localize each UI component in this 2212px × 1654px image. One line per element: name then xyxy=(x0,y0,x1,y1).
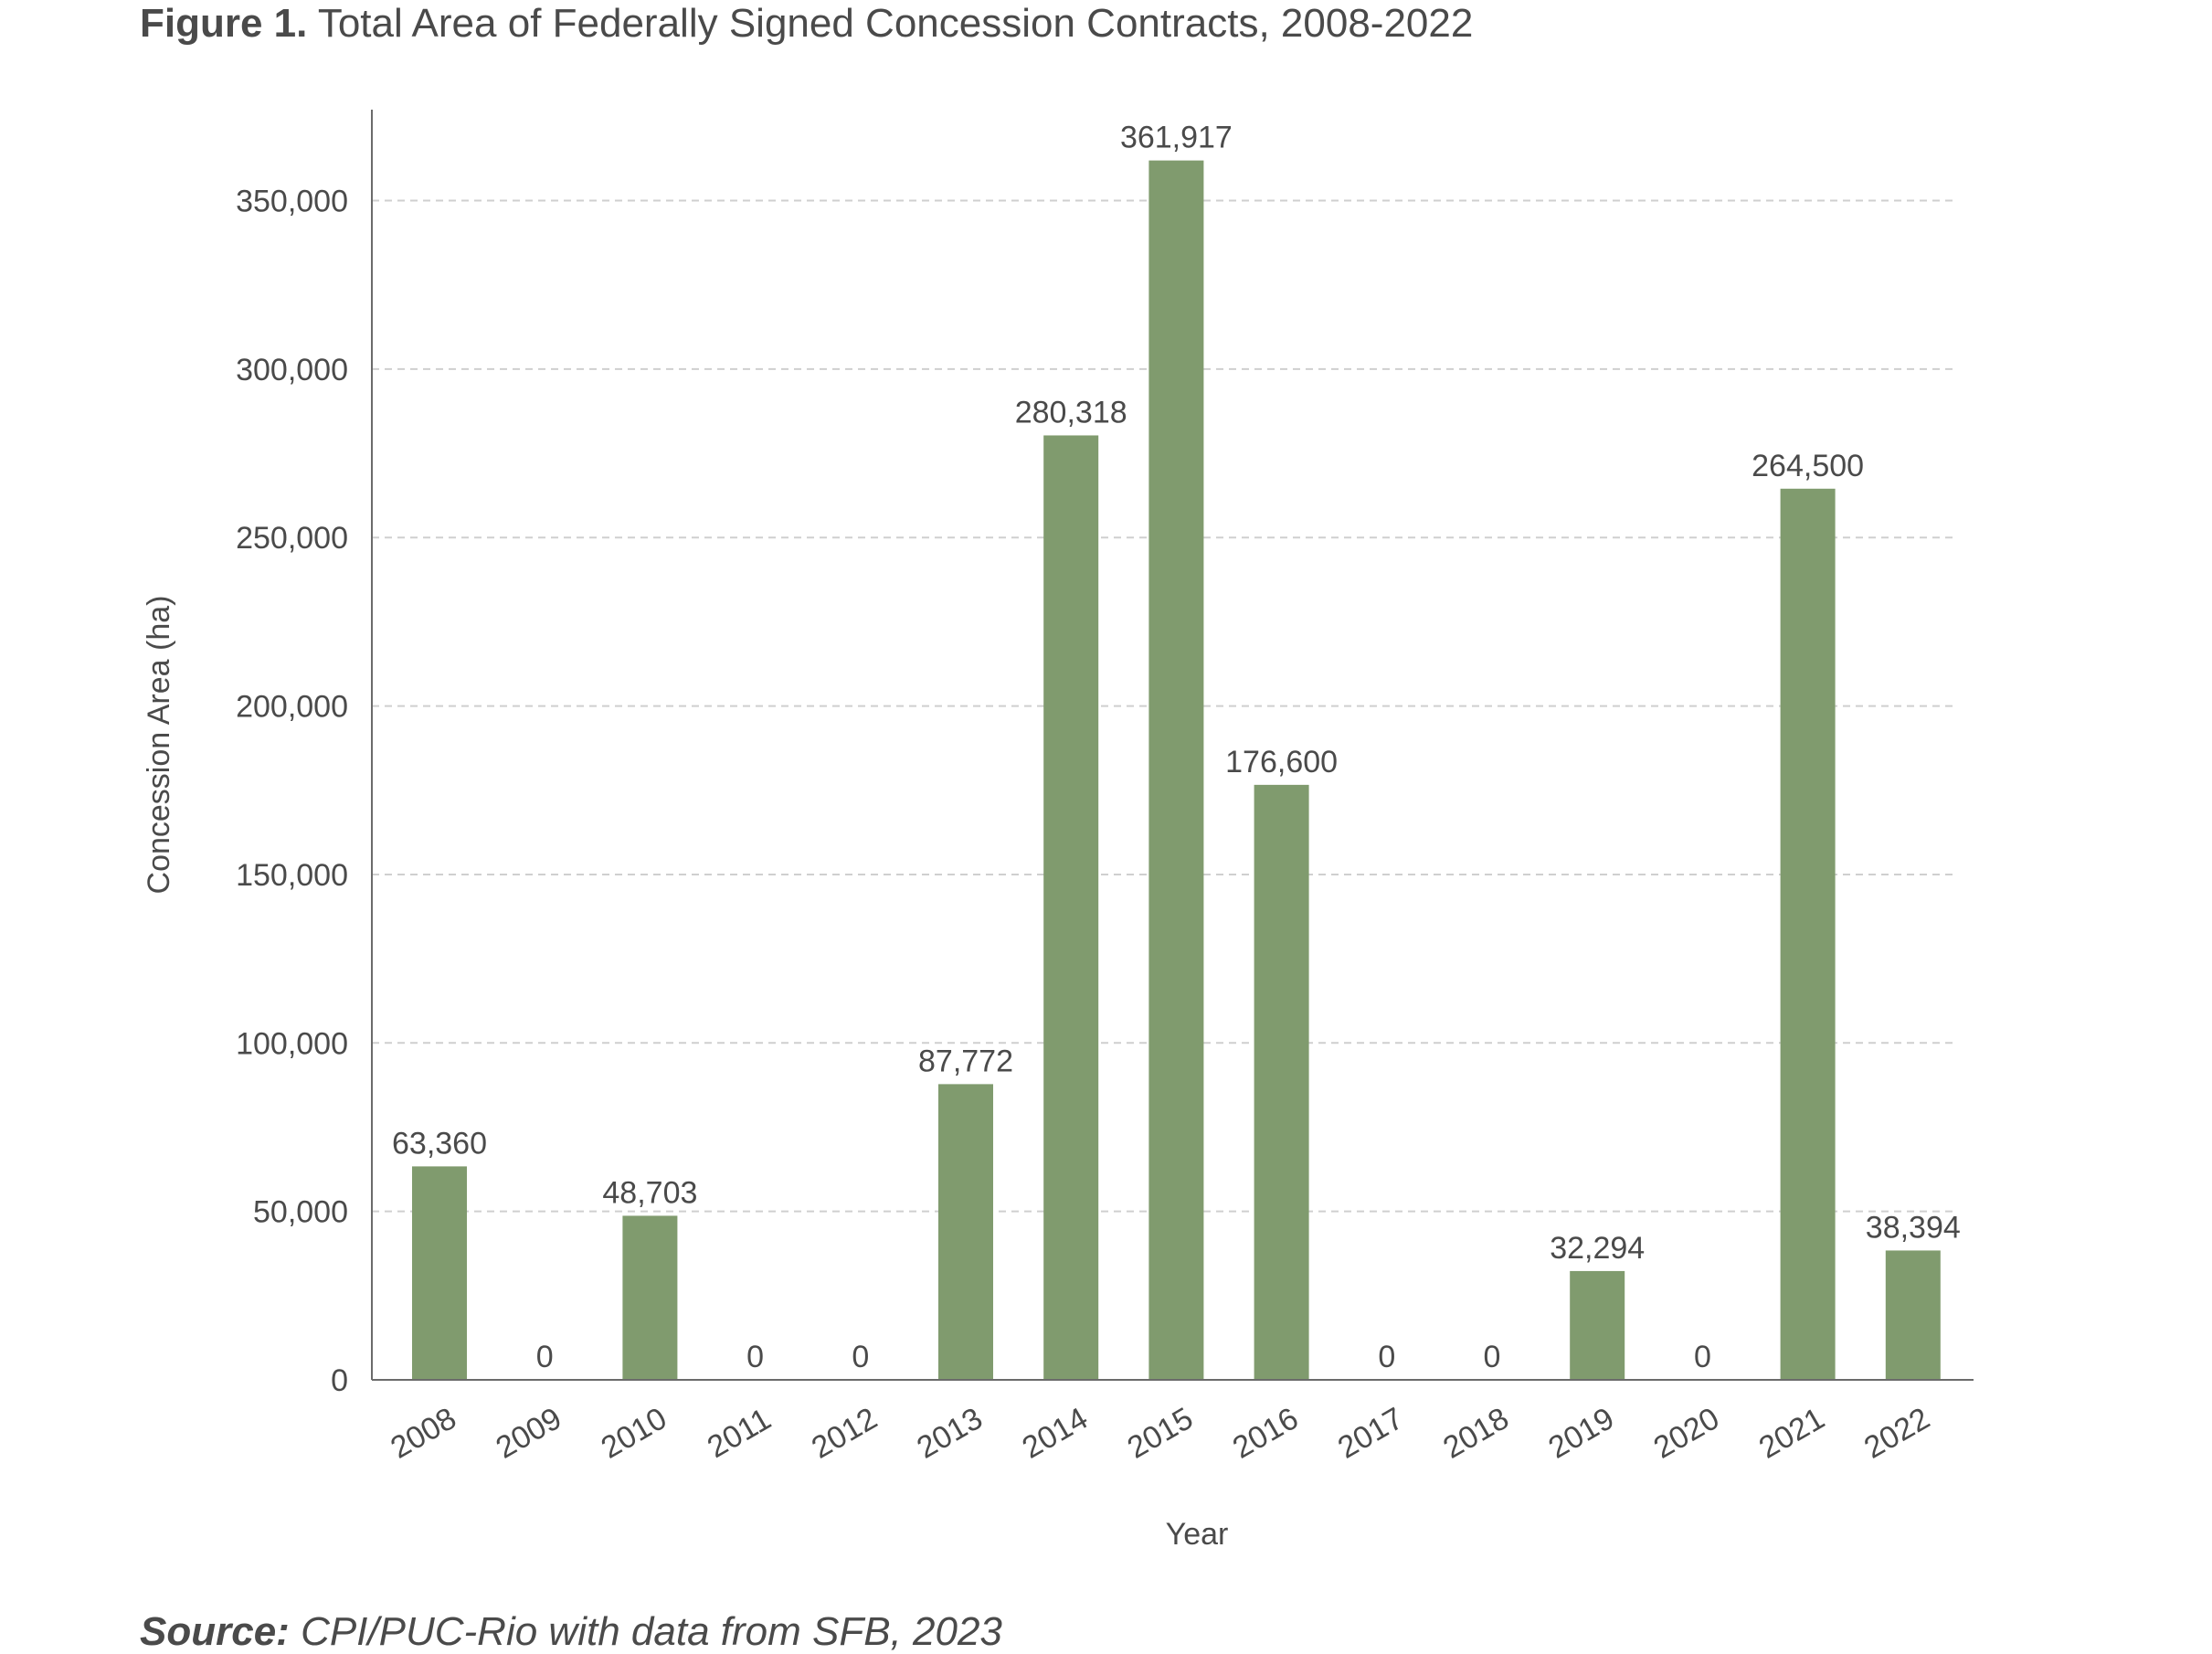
x-tick-label: 2011 xyxy=(702,1402,777,1465)
data-label-2011: 0 xyxy=(746,1340,764,1374)
x-tick-label: 2008 xyxy=(385,1401,462,1466)
bar-2021 xyxy=(1780,488,1836,1380)
bars xyxy=(412,160,1941,1380)
source-label: Source: xyxy=(140,1609,290,1654)
axes xyxy=(371,110,1974,1381)
bar-2016 xyxy=(1254,784,1309,1380)
data-label-2018: 0 xyxy=(1484,1340,1501,1374)
data-label-2009: 0 xyxy=(536,1340,554,1374)
y-tick-labels: 0 50,000 100,000 150,000 200,000 250,000 300,0… xyxy=(236,185,348,1398)
y-tick-label: 200,000 xyxy=(236,690,348,725)
y-tick-label: 100,000 xyxy=(236,1026,348,1061)
data-label-2014: 280,318 xyxy=(1015,395,1127,429)
data-labels: 63,360 0 48,703 0 0 87,772 280,318 361,917 176,6… xyxy=(392,121,1961,1374)
data-label-2021: 264,500 xyxy=(1752,449,1864,483)
source-text: CPI/PUC-Rio with data from SFB, 2023 xyxy=(301,1609,1002,1654)
bar-2010 xyxy=(622,1215,678,1380)
bar-2013 xyxy=(938,1084,993,1380)
data-label-2022: 38,394 xyxy=(1866,1210,1961,1245)
data-label-2008: 63,360 xyxy=(392,1126,487,1161)
y-tick-label: 0 xyxy=(331,1363,348,1398)
bar-2014 xyxy=(1043,435,1099,1380)
data-label-2016: 176,600 xyxy=(1225,745,1338,779)
data-label-2013: 87,772 xyxy=(918,1044,1013,1078)
x-tick-label: 2016 xyxy=(1227,1401,1305,1466)
data-label-2019: 32,294 xyxy=(1550,1231,1645,1266)
source-note: Source: CPI/PUC-Rio with data from SFB, … xyxy=(140,1610,1002,1654)
data-label-2017: 0 xyxy=(1378,1340,1395,1374)
gridlines xyxy=(372,199,1953,1213)
x-tick-label: 2018 xyxy=(1437,1401,1515,1466)
data-label-2012: 0 xyxy=(852,1340,869,1374)
x-tick-label: 2015 xyxy=(1122,1401,1200,1466)
x-axis-title: Year xyxy=(1166,1517,1229,1552)
y-tick-label: 350,000 xyxy=(236,185,348,219)
bar-2022 xyxy=(1885,1250,1941,1380)
data-label-2015: 361,917 xyxy=(1120,121,1233,155)
y-axis-title: Concession Area (ha) xyxy=(142,596,176,895)
figure-title: Figure 1. Total Area of Federally Signed… xyxy=(140,0,1473,48)
x-tick-label: 2017 xyxy=(1332,1401,1410,1466)
x-tick-label: 2009 xyxy=(490,1401,567,1466)
figure-label: Figure 1. xyxy=(140,1,308,46)
bar-2008 xyxy=(412,1166,467,1380)
data-label-2020: 0 xyxy=(1694,1340,1711,1374)
x-tick-label: 2021 xyxy=(1753,1401,1831,1466)
x-tick-label: 2013 xyxy=(911,1401,989,1466)
x-tick-label: 2022 xyxy=(1858,1401,1936,1466)
data-label-2010: 48,703 xyxy=(602,1175,697,1210)
y-tick-label: 250,000 xyxy=(236,521,348,556)
y-tick-label: 50,000 xyxy=(253,1195,348,1230)
figure-title-text: Total Area of Federally Signed Concessio… xyxy=(317,1,1474,46)
y-tick-label: 300,000 xyxy=(236,353,348,387)
bar-2015 xyxy=(1148,160,1204,1380)
x-tick-label: 2010 xyxy=(596,1401,673,1466)
x-tick-label: 2014 xyxy=(1016,1401,1094,1466)
x-tick-label: 2012 xyxy=(806,1401,884,1466)
y-tick-label: 150,000 xyxy=(236,858,348,893)
x-tick-label: 2020 xyxy=(1648,1401,1726,1466)
x-tick-labels: 2008 2009 2010 2011 2012 2013 2014 2015 2016 2017… xyxy=(385,1401,1935,1466)
bar-2019 xyxy=(1570,1270,1625,1380)
x-tick-label: 2019 xyxy=(1542,1401,1620,1466)
